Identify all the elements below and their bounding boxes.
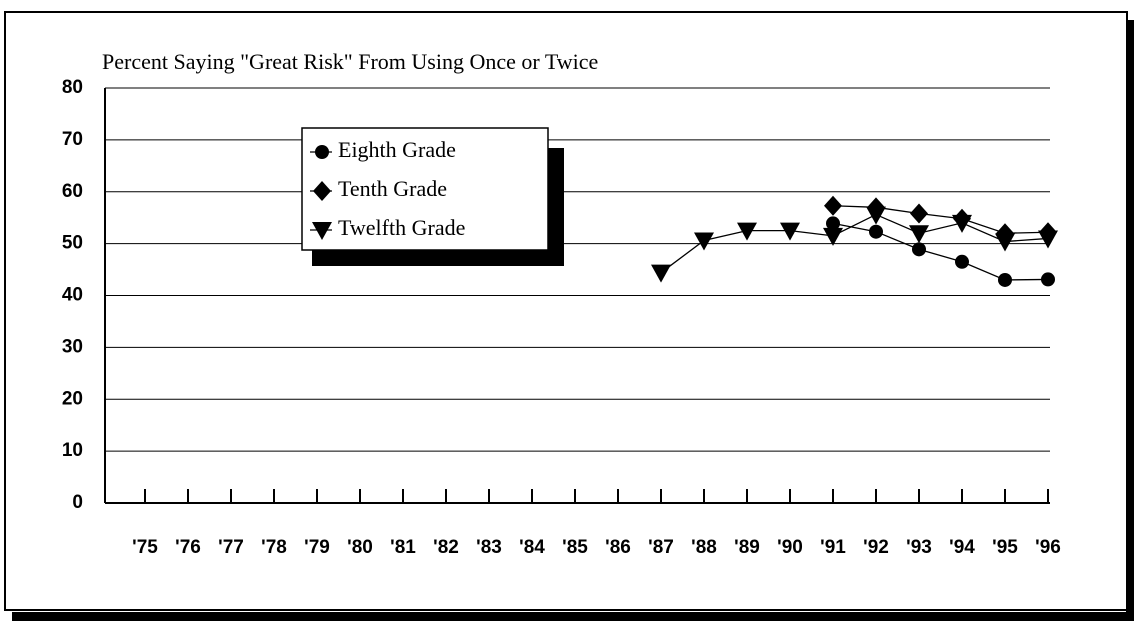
- x-tick-label: '79: [304, 537, 330, 558]
- y-tick-label: 50: [62, 233, 83, 254]
- marker: [955, 254, 969, 269]
- x-tick-label: '95: [992, 537, 1018, 558]
- y-tick-label: 20: [62, 388, 83, 409]
- x-tick-label: '94: [949, 537, 975, 558]
- x-tick-label: '80: [347, 537, 373, 558]
- x-tick-label: '93: [906, 537, 932, 558]
- x-tick-label: '90: [777, 537, 803, 558]
- frame-shadow: [12, 612, 1134, 621]
- series-line: [832, 222, 1049, 281]
- marker: [780, 222, 800, 241]
- y-tick-label: 30: [62, 336, 83, 357]
- marker: [737, 222, 757, 241]
- marker: [912, 242, 926, 257]
- legend-label: Eighth Grade: [338, 137, 456, 162]
- x-tick-label: '88: [691, 537, 717, 558]
- marker: [694, 232, 714, 251]
- x-tick-label: '85: [562, 537, 588, 558]
- x-tick-label: '96: [1035, 537, 1061, 558]
- marker: [826, 216, 840, 231]
- marker: [651, 264, 671, 283]
- legend-label: Twelfth Grade: [338, 215, 465, 240]
- x-tick-label: '89: [734, 537, 760, 558]
- y-tick-label: 10: [62, 440, 83, 461]
- marker: [312, 222, 332, 240]
- marker: [995, 233, 1015, 252]
- marker: [866, 206, 886, 225]
- x-tick-label: '81: [390, 537, 416, 558]
- marker: [909, 225, 929, 244]
- y-tick-label: 70: [62, 129, 83, 150]
- series-line: [660, 213, 1049, 274]
- x-tick-label: '92: [863, 537, 889, 558]
- frame: [4, 11, 1128, 611]
- x-tick-label: '77: [218, 537, 244, 558]
- marker: [952, 214, 972, 233]
- marker: [869, 224, 883, 239]
- y-tick-label: 60: [62, 181, 83, 202]
- y-tick-label: 0: [72, 492, 83, 513]
- y-tick-label: 80: [62, 77, 83, 98]
- x-tick-label: '84: [519, 537, 545, 558]
- legend-label: Tenth Grade: [338, 176, 447, 201]
- x-tick-label: '86: [605, 537, 631, 558]
- marker: [823, 227, 843, 246]
- marker: [1041, 272, 1055, 287]
- marker: [910, 203, 928, 224]
- chart-title: Percent Saying "Great Risk" From Using O…: [102, 49, 598, 74]
- marker: [315, 145, 329, 159]
- frame-shadow: [1126, 20, 1134, 620]
- x-tick-label: '91: [820, 537, 846, 558]
- y-tick-label: 40: [62, 285, 83, 306]
- marker: [1038, 230, 1058, 249]
- x-tick-label: '78: [261, 537, 287, 558]
- marker: [998, 272, 1012, 287]
- x-tick-label: '87: [648, 537, 674, 558]
- marker: [824, 195, 842, 216]
- x-tick-label: '75: [132, 537, 158, 558]
- x-tick-label: '82: [433, 537, 459, 558]
- legend: [301, 127, 549, 251]
- marker: [313, 181, 331, 201]
- x-tick-label: '76: [175, 537, 201, 558]
- x-tick-label: '83: [476, 537, 502, 558]
